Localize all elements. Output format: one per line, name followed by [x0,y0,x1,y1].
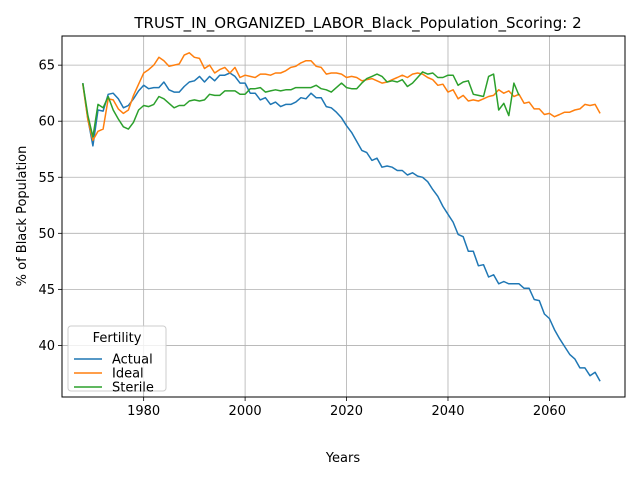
x-tick-label: 2020 [330,404,363,419]
y-tick-label: 55 [38,171,55,186]
legend-label-sterile: Sterile [112,381,154,396]
legend-label-actual: Actual [112,353,153,368]
x-tick-label: 2040 [431,404,464,419]
chart-title: TRUST_IN_ORGANIZED_LABOR_Black_Populatio… [133,14,581,33]
series-layer [82,52,601,382]
y-tick-label: 65 [38,59,55,74]
legend-title: Fertility [93,331,142,346]
y-tick-label: 40 [38,339,55,354]
x-tick-label: 2000 [229,404,262,419]
series-line-sterile [82,71,520,138]
series-line-ideal [82,52,601,142]
y-axis-label: % of Black Population [15,146,30,287]
x-tick-label: 1980 [127,404,160,419]
y-tick-label: 45 [38,283,55,298]
plot-frame [61,35,626,398]
x-axis: 1980 2000 2020 2040 2060 [127,397,566,419]
series-line-actual [82,72,601,382]
x-tick-label: 2060 [533,404,566,419]
x-axis-label: Years [325,451,361,466]
y-tick-label: 50 [38,227,55,242]
y-axis: 40 45 50 55 60 65 [38,59,62,354]
y-tick-label: 60 [38,115,55,130]
legend-label-ideal: Ideal [112,367,144,382]
legend-box [67,325,167,392]
